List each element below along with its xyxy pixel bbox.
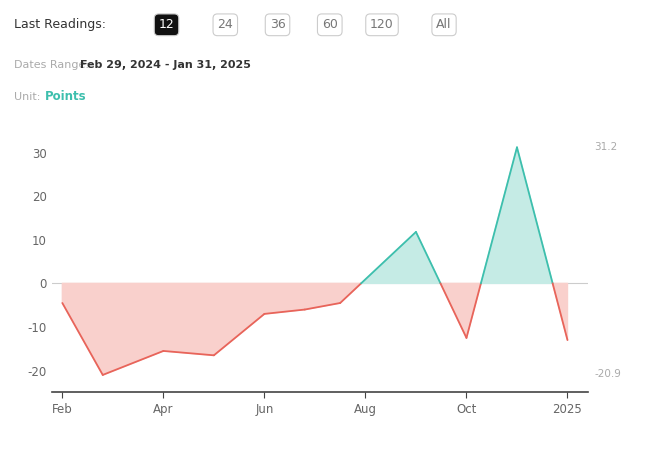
Text: 36: 36 — [270, 18, 285, 31]
Text: Dates Range:: Dates Range: — [14, 60, 89, 70]
Text: Last Readings:: Last Readings: — [14, 18, 106, 31]
Text: Feb 29, 2024 - Jan 31, 2025: Feb 29, 2024 - Jan 31, 2025 — [80, 60, 251, 70]
Text: Points: Points — [44, 91, 86, 103]
Text: 31.2: 31.2 — [595, 143, 618, 152]
Text: 120: 120 — [370, 18, 394, 31]
Text: Unit:: Unit: — [14, 92, 40, 102]
Text: 24: 24 — [217, 18, 233, 31]
Text: 12: 12 — [159, 18, 174, 31]
Text: -20.9: -20.9 — [595, 369, 622, 379]
Text: All: All — [436, 18, 452, 31]
Text: 60: 60 — [322, 18, 338, 31]
